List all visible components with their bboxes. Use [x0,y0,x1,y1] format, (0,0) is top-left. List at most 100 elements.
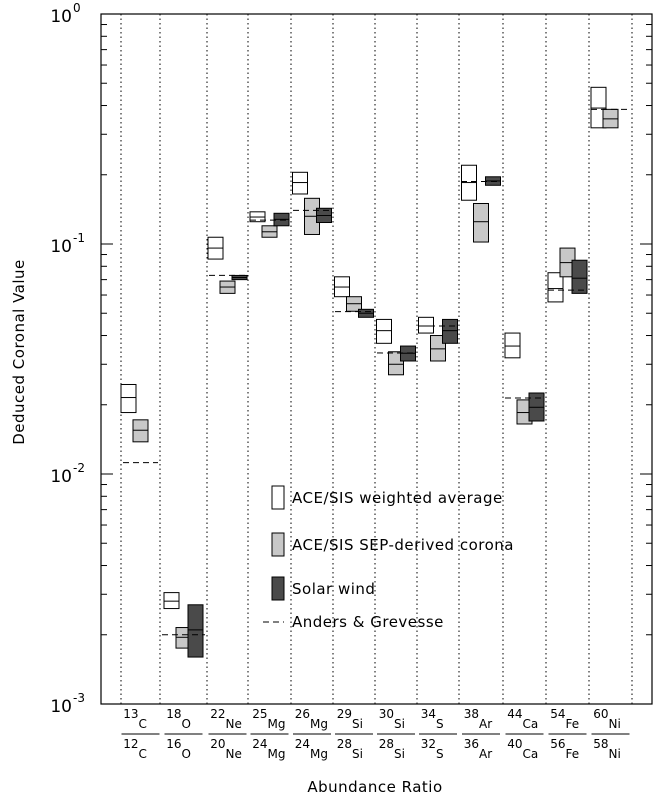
ratio-den-mass: 36 [464,737,479,751]
ratio-den-element: Si [394,747,405,761]
ratio-den-mass: 40 [507,737,522,751]
legend-entry-2: Solar wind [271,576,375,601]
ratio-num-element: Si [352,717,363,731]
box-s1-c0 [132,419,149,443]
legend: ACE/SIS weighted average ACE/SIS SEP-deri… [263,485,514,631]
ratio-num-element: Ca [523,717,539,731]
legend-swatch-2 [271,576,285,601]
box-s2-c1 [187,604,204,658]
x-axis-ratio-labels: 13C12C18O16O22Ne20Ne25Mg24Mg26Mg24Mg29Si… [121,707,630,761]
y-tick-label-exp-3: 0 [73,1,81,15]
ratio-num-element: C [139,717,147,731]
ratio-den-mass: 16 [166,737,181,751]
ratio-den-element: Si [352,747,363,761]
box-s0-c10 [547,272,564,303]
ratio-num-mass: 38 [464,707,479,721]
plot-border [100,13,653,705]
ratio-num-mass: 25 [252,707,267,721]
ratio-num-element: S [436,717,444,731]
box-s0-c7 [418,316,434,334]
ratio-den-mass: 58 [593,737,608,751]
ratio-den-element: Mg [268,747,286,761]
ratio-num-element: Fe [566,717,580,731]
ratio-den-element: Ca [523,747,539,761]
ratio-num-mass: 54 [550,707,565,721]
ratio-den-element: Ar [479,747,492,761]
box-s2-c10 [571,259,588,294]
legend-label-0: ACE/SIS weighted average [292,489,503,507]
ratio-num-element: Mg [268,717,286,731]
legend-swatch-0 [271,485,285,510]
ratio-den-element: S [436,747,444,761]
ratio-num-mass: 13 [123,707,138,721]
x-axis-title: Abundance Ratio [307,778,442,796]
y-tick-label-mantissa-3: 10 [50,7,72,27]
ratio-num-element: Si [394,717,405,731]
box-s1-c7 [430,335,446,362]
y-tick-label-exp-0: -3 [73,691,85,705]
legend-entry-1: ACE/SIS SEP-derived corona [271,532,514,557]
box-s2-c7 [442,318,458,344]
ratio-den-element: Ni [609,747,621,761]
group-separators [120,14,633,704]
ratio-num-mass: 34 [421,707,436,721]
ratio-num-mass: 29 [337,707,352,721]
ratio-den-mass: 32 [421,737,436,751]
y-tick-label-exp-1: -2 [73,461,85,475]
ratio-num-element: Mg [310,717,328,731]
ratio-num-element: Ne [226,717,242,731]
ratio-num-mass: 18 [166,707,181,721]
ratio-num-element: Ni [609,717,621,731]
ratio-num-mass: 44 [507,707,522,721]
ratio-num-element: Ar [479,717,492,731]
ratio-den-element: Ne [226,747,242,761]
plot-frame [100,13,653,705]
box-s0-c9 [504,332,521,359]
ratio-den-mass: 28 [337,737,352,751]
ratio-den-element: Mg [310,747,328,761]
y-tick-label-mantissa-2: 10 [50,237,72,257]
ratio-den-mass: 20 [210,737,225,751]
box-s0-c4 [292,171,308,195]
legend-entry-0: ACE/SIS weighted average [271,485,503,510]
legend-label-2: Solar wind [292,580,375,598]
ratio-num-element: O [182,717,191,731]
y-tick-label-mantissa-1: 10 [50,467,72,487]
ratio-den-element: Fe [566,747,580,761]
ratio-den-mass: 56 [550,737,565,751]
box-s0-c6 [376,318,392,344]
legend-swatch-1 [271,532,285,557]
legend-label-3: Anders & Grevesse [292,613,444,631]
ratio-den-mass: 24 [252,737,267,751]
box-s1-c6 [388,351,404,376]
ratio-num-mass: 60 [593,707,608,721]
legend-entry-3: Anders & Grevesse [263,613,444,631]
ratio-den-element: O [182,747,191,761]
ratio-den-mass: 24 [295,737,310,751]
y-tick-label-mantissa-0: 10 [50,697,72,717]
y-tick-label-exp-2: -1 [73,231,85,245]
legend-label-1: ACE/SIS SEP-derived corona [292,536,514,554]
data-marks [120,86,630,658]
ratio-num-mass: 22 [210,707,225,721]
y-axis-title: Deduced Coronal Value [10,259,28,445]
ratio-den-element: C [139,747,147,761]
box-s1-c8 [473,202,489,243]
ratio-num-mass: 30 [379,707,394,721]
ratio-num-mass: 26 [295,707,310,721]
ratio-den-mass: 12 [123,737,138,751]
box-s0-c0 [120,383,137,414]
